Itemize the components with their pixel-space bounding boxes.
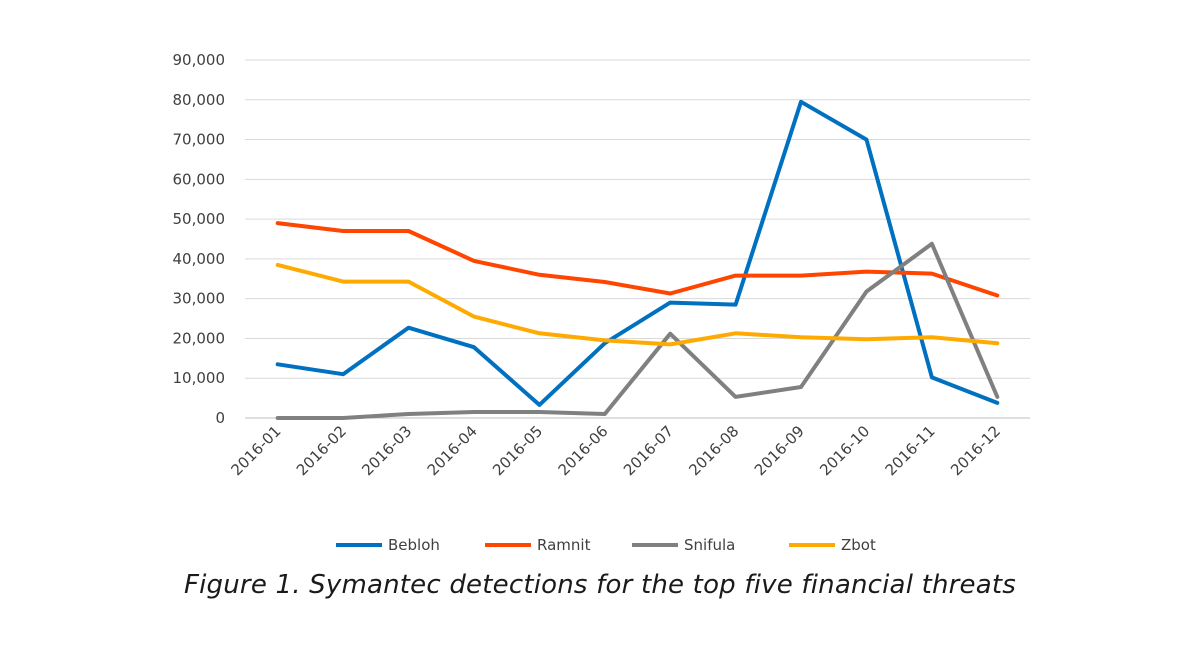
x-tick-label: 2016-07 — [620, 422, 677, 479]
x-tick-label: 2016-05 — [489, 422, 546, 479]
legend-label-bebloh: Bebloh — [388, 536, 440, 554]
series-line-ramnit — [275, 221, 1000, 298]
figure-caption: Figure 1. Symantec detections for the to… — [183, 570, 1017, 600]
x-tick-label: 2016-10 — [816, 422, 873, 479]
legend-label-snifula: Snifula — [684, 536, 735, 554]
legend: Bebloh Ramnit Snifula Zbot — [336, 536, 876, 554]
y-tick-label: 10,000 — [173, 369, 226, 387]
y-tick-label: 60,000 — [173, 170, 226, 188]
legend-label-ramnit: Ramnit — [537, 536, 591, 554]
x-tick-label: 2016-11 — [882, 422, 939, 479]
x-tick-label: 2016-01 — [227, 422, 284, 479]
x-tick-label: 2016-03 — [358, 422, 415, 479]
y-tick-label: 90,000 — [173, 51, 226, 69]
y-tick-label: 0 — [215, 409, 225, 427]
y-tick-label: 30,000 — [173, 290, 226, 308]
y-tick-label: 50,000 — [173, 210, 226, 228]
y-axis-tick-labels: 0 10,000 20,000 30,000 40,000 50,000 60,000 70,… — [173, 51, 226, 427]
y-tick-label: 80,000 — [173, 91, 226, 109]
series-line-zbot — [275, 262, 1000, 347]
x-tick-label: 2016-04 — [424, 422, 481, 479]
y-tick-label: 40,000 — [173, 250, 226, 268]
y-tick-label: 20,000 — [173, 329, 226, 347]
x-tick-label: 2016-09 — [751, 422, 808, 479]
legend-label-zbot: Zbot — [841, 536, 876, 554]
series-lines — [275, 99, 1000, 420]
series-line-bebloh — [275, 99, 1000, 407]
gridlines — [245, 59, 1030, 419]
x-axis-tick-labels: 2016-01 2016-02 2016-03 2016-04 2016-05 2016-… — [227, 422, 1004, 479]
x-tick-label: 2016-08 — [685, 422, 742, 479]
series-line-snifula — [275, 241, 1000, 420]
x-tick-label: 2016-02 — [293, 422, 350, 479]
y-tick-label: 70,000 — [173, 131, 226, 149]
x-tick-label: 2016-06 — [555, 422, 612, 479]
x-tick-label: 2016-12 — [947, 422, 1004, 479]
